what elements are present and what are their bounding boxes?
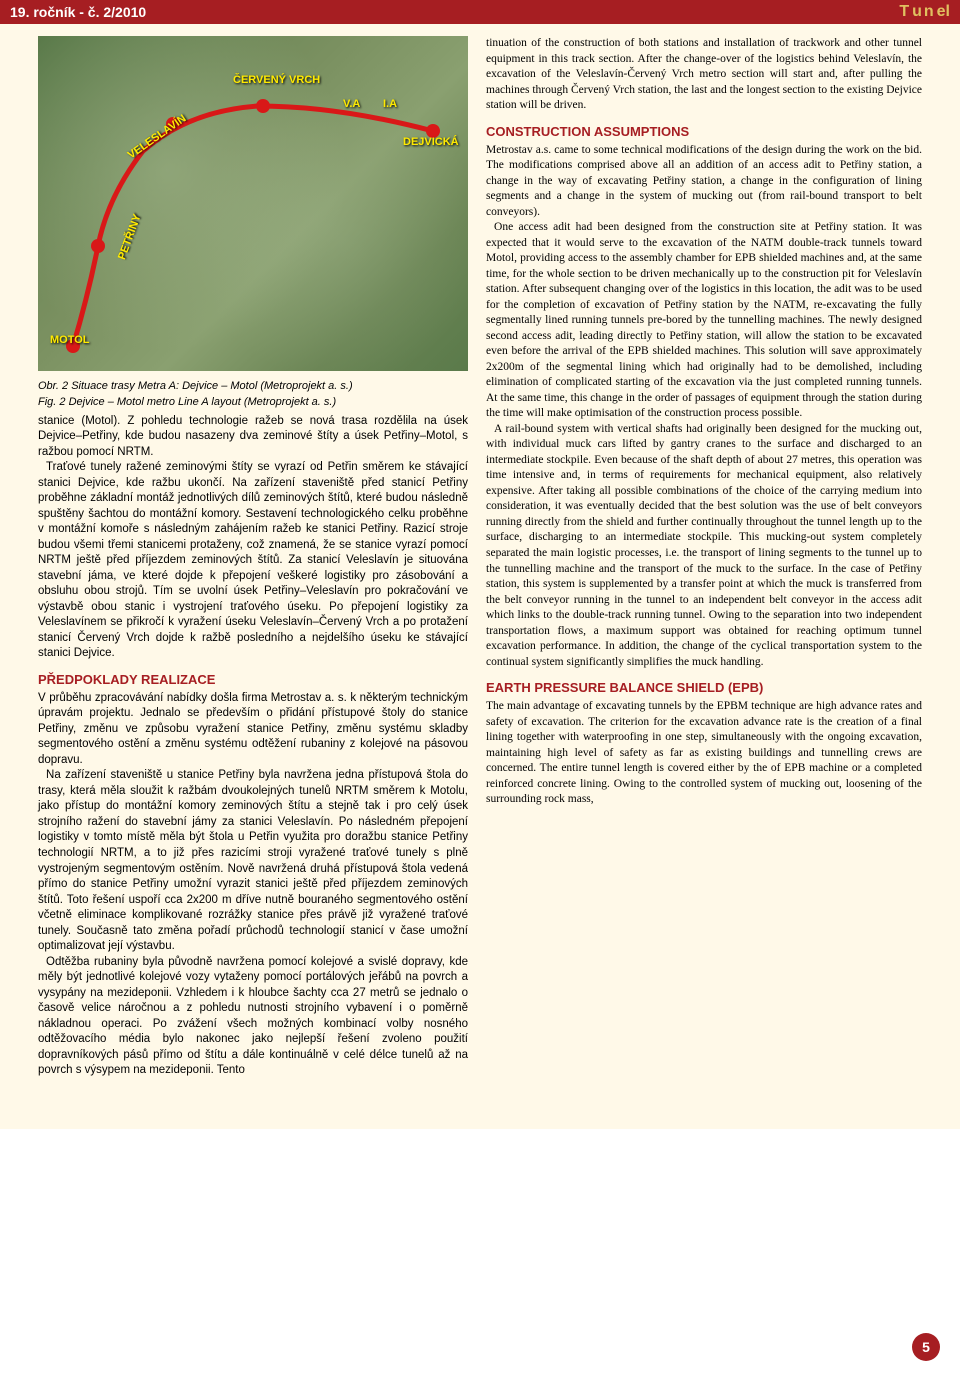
page-body: MOTOL PETŘINY VELESLAVÍN ČERVENÝ VRCH V.… <box>0 24 960 1129</box>
left-column: MOTOL PETŘINY VELESLAVÍN ČERVENÝ VRCH V.… <box>38 36 468 1079</box>
para: One access adit had been designed from t… <box>486 220 922 422</box>
para: tinuation of the construction of both st… <box>486 36 922 114</box>
figure-caption-en: Fig. 2 Dejvice – Motol metro Line A layo… <box>38 395 468 409</box>
route-svg <box>38 36 468 371</box>
page-number: 5 <box>912 1333 940 1361</box>
right-text-2: Metrostav a.s. came to some technical mo… <box>486 143 922 671</box>
para: Na zařízení staveniště u stanice Petřiny… <box>38 768 468 954</box>
map-label-ia: I.A <box>383 98 397 110</box>
section-title-epb: EARTH PRESSURE BALANCE SHIELD (EPB) <box>486 680 922 695</box>
logo-letter: el <box>937 3 950 21</box>
two-column-layout: MOTOL PETŘINY VELESLAVÍN ČERVENÝ VRCH V.… <box>38 36 922 1079</box>
para: A rail-bound system with vertical shafts… <box>486 422 922 670</box>
left-text: stanice (Motol). Z pohledu technologie r… <box>38 414 468 662</box>
logo-letter: n <box>924 3 935 21</box>
map-label-motol: MOTOL <box>50 334 90 346</box>
right-text: tinuation of the construction of both st… <box>486 36 922 114</box>
logo-letter: T <box>899 3 910 21</box>
issue-label: 19. ročník - č. 2/2010 <box>10 4 146 20</box>
map-label-va: V.A <box>343 98 360 110</box>
map-label-dejvicka: DEJVICKÁ <box>403 136 459 148</box>
para: Traťové tunely ražené zeminovými štíty s… <box>38 460 468 662</box>
section-title-construction: CONSTRUCTION ASSUMPTIONS <box>486 124 922 139</box>
section-title-predpoklady: PŘEDPOKLADY REALIZACE <box>38 672 468 687</box>
map-label-cerveny: ČERVENÝ VRCH <box>233 74 320 86</box>
header-bar: 19. ročník - č. 2/2010 T u n el <box>0 0 960 24</box>
map-figure: MOTOL PETŘINY VELESLAVÍN ČERVENÝ VRCH V.… <box>38 36 468 371</box>
para: V průběhu zpracovávání nabídky došla fir… <box>38 691 468 769</box>
para: stanice (Motol). Z pohledu technologie r… <box>38 414 468 461</box>
right-column: tinuation of the construction of both st… <box>486 36 922 1079</box>
para: Odtěžba rubaniny byla původně navržena p… <box>38 955 468 1079</box>
para: The main advantage of excavating tunnels… <box>486 699 922 808</box>
para: Metrostav a.s. came to some technical mo… <box>486 143 922 221</box>
journal-logo: T u n el <box>899 3 950 21</box>
figure-caption-cs: Obr. 2 Situace trasy Metra A: Dejvice – … <box>38 379 468 393</box>
logo-letter: u <box>912 3 922 21</box>
right-text-3: The main advantage of excavating tunnels… <box>486 699 922 808</box>
left-text-2: V průběhu zpracovávání nabídky došla fir… <box>38 691 468 1079</box>
